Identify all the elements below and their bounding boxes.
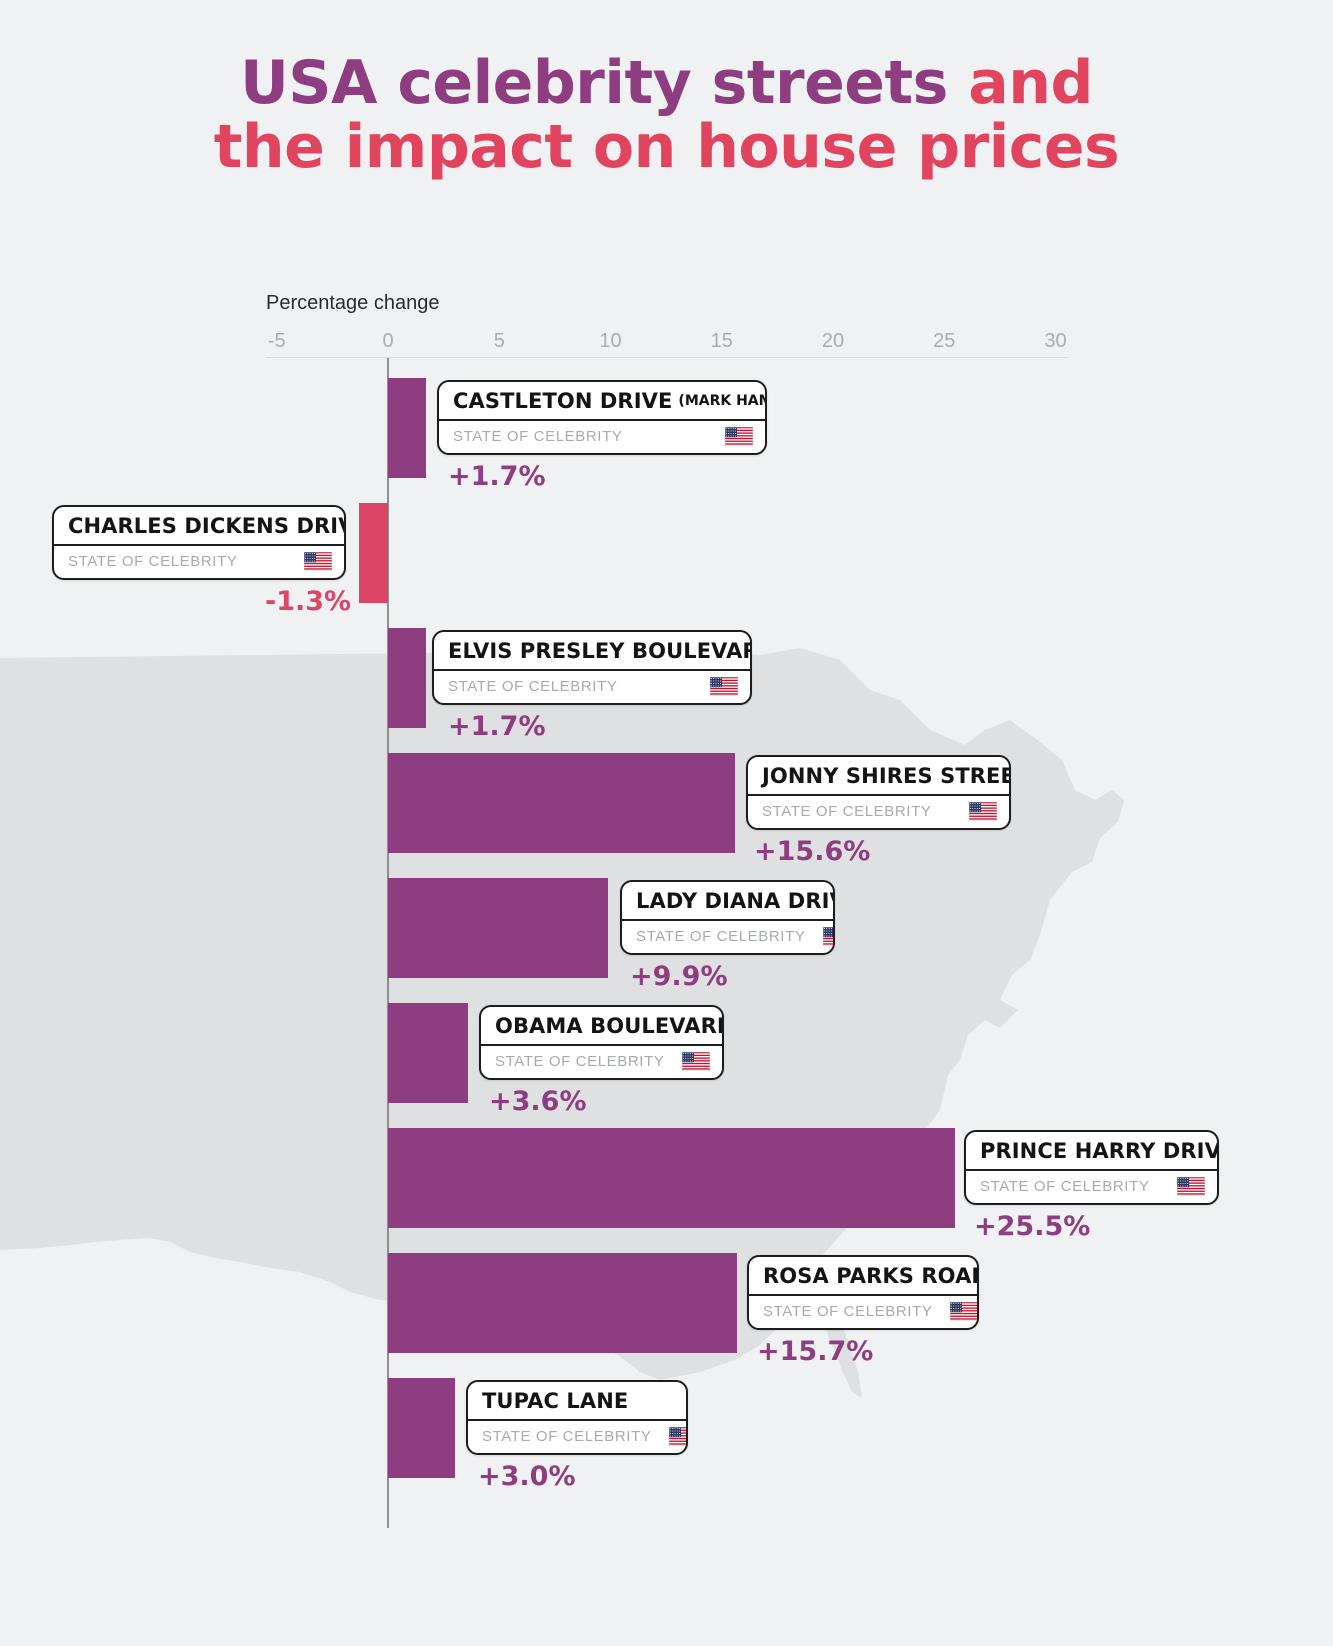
page-title: USA celebrity streets and the impact on …	[0, 51, 1333, 182]
street-name-label: CHARLES DICKENS DRIVE	[68, 514, 346, 538]
axis-tick-20: 20	[821, 330, 845, 352]
bar-obama-boulevard[interactable]	[388, 1003, 469, 1103]
axis-tick-25: 25	[933, 330, 956, 352]
card-footer: STATE OF CELEBRITY	[966, 1171, 1217, 1203]
bar-prince-harry-drive[interactable]	[388, 1128, 956, 1228]
street-sign-card[interactable]: LADY DIANA DRIVE STATE OF CELEBRITY	[620, 880, 835, 955]
card-header: CASTLETON DRIVE (MARK HAMILL)	[439, 382, 765, 421]
state-of-celebrity-label: STATE OF CELEBRITY	[980, 1178, 1150, 1195]
bar-lady-diana-drive[interactable]	[388, 878, 609, 978]
usa-flag-icon	[682, 1052, 711, 1071]
usa-flag-icon	[1177, 1177, 1205, 1196]
card-header: OBAMA BOULEVARD	[481, 1007, 722, 1046]
value-label: +3.0%	[478, 1461, 576, 1492]
celebrity-name-label: (MARK HAMILL)	[678, 393, 765, 409]
card-header: ELVIS PRESLEY BOULEVARD	[434, 632, 750, 671]
axis-title: Percentage change	[266, 292, 440, 314]
value-label: +25.5%	[974, 1211, 1091, 1242]
usa-flag-icon	[823, 927, 833, 946]
street-sign-card[interactable]: ROSA PARKS ROAD STATE OF CELEBRITY	[747, 1255, 979, 1330]
street-sign-card[interactable]: CHARLES DICKENS DRIVE STATE OF CELEBRITY	[52, 505, 346, 580]
street-name-label: CASTLETON DRIVE	[453, 389, 673, 413]
usa-flag-icon	[969, 802, 997, 821]
title-segment-and: and	[968, 48, 1093, 118]
street-name-label: OBAMA BOULEVARD	[495, 1014, 724, 1038]
axis-tick-neg5: -5	[267, 330, 286, 352]
value-label: +15.7%	[757, 1336, 874, 1367]
card-header: JONNY SHIRES STREET	[748, 757, 1009, 796]
state-of-celebrity-label: STATE OF CELEBRITY	[636, 928, 806, 945]
title-line-2: the impact on house prices	[213, 111, 1120, 182]
card-footer: STATE OF CELEBRITY	[54, 546, 344, 578]
usa-flag-icon	[950, 1302, 977, 1321]
street-name-label: ROSA PARKS ROAD	[763, 1264, 979, 1288]
state-of-celebrity-label: STATE OF CELEBRITY	[495, 1053, 665, 1070]
bar-elvis-presley-boulevard[interactable]	[388, 628, 426, 728]
axis-tick-5: 5	[493, 330, 505, 352]
state-of-celebrity-label: STATE OF CELEBRITY	[68, 553, 238, 570]
usa-flag-icon	[710, 677, 738, 696]
bar-rosa-parks-road[interactable]	[388, 1253, 738, 1353]
card-header: LADY DIANA DRIVE	[622, 882, 833, 921]
street-name-label: LADY DIANA DRIVE	[636, 889, 833, 913]
value-label: -1.3%	[265, 586, 352, 617]
bar-tupac-lane[interactable]	[388, 1378, 455, 1478]
street-sign-card[interactable]: OBAMA BOULEVARD STATE OF CELEBRITY	[479, 1005, 724, 1080]
card-header: ROSA PARKS ROAD	[749, 1257, 977, 1296]
axis-tick-10: 10	[599, 330, 622, 352]
value-label: +9.9%	[630, 961, 728, 992]
street-name-label: TUPAC LANE	[482, 1389, 629, 1413]
bar-jonny-shires-street[interactable]	[388, 753, 736, 853]
value-label: +15.6%	[754, 836, 871, 867]
card-header: PRINCE HARRY DRIVE	[966, 1132, 1217, 1171]
usa-flag-icon	[669, 1427, 686, 1446]
street-sign-card[interactable]: JONNY SHIRES STREET STATE OF CELEBRITY	[746, 755, 1011, 830]
axis-top-rule	[266, 357, 1068, 358]
value-label: +1.7%	[448, 461, 546, 492]
card-footer: STATE OF CELEBRITY	[748, 796, 1009, 828]
state-of-celebrity-label: STATE OF CELEBRITY	[453, 428, 623, 445]
card-footer: STATE OF CELEBRITY	[434, 671, 750, 703]
axis-tick-30: 30	[1044, 330, 1067, 352]
street-sign-card[interactable]: TUPAC LANE STATE OF CELEBRITY	[466, 1380, 688, 1455]
street-name-label: ELVIS PRESLEY BOULEVARD	[448, 639, 752, 663]
street-name-label: PRINCE HARRY DRIVE	[980, 1139, 1219, 1163]
usa-flag-icon	[725, 427, 753, 446]
bar-charles-dickens-drive[interactable]	[359, 503, 388, 603]
title-line-1: USA celebrity streets and	[0, 51, 1333, 116]
card-header: CHARLES DICKENS DRIVE	[54, 507, 344, 546]
state-of-celebrity-label: STATE OF CELEBRITY	[762, 803, 932, 820]
street-sign-card[interactable]: CASTLETON DRIVE (MARK HAMILL) STATE OF CEL…	[437, 380, 767, 455]
bar-castleton-drive[interactable]	[388, 378, 426, 478]
street-sign-card[interactable]: ELVIS PRESLEY BOULEVARD STATE OF CELEBRIT…	[432, 630, 752, 705]
value-label: +1.7%	[448, 711, 546, 742]
axis-tick-0: 0	[382, 330, 394, 352]
usa-flag-icon	[304, 552, 332, 571]
card-header: TUPAC LANE	[468, 1382, 686, 1421]
title-segment-purple: USA celebrity streets	[240, 48, 969, 118]
street-name-label: JONNY SHIRES STREET	[762, 764, 1011, 788]
card-footer: STATE OF CELEBRITY	[749, 1296, 977, 1328]
state-of-celebrity-label: STATE OF CELEBRITY	[763, 1303, 933, 1320]
card-footer: STATE OF CELEBRITY	[468, 1421, 686, 1453]
state-of-celebrity-label: STATE OF CELEBRITY	[448, 678, 618, 695]
state-of-celebrity-label: STATE OF CELEBRITY	[482, 1428, 652, 1445]
card-footer: STATE OF CELEBRITY	[481, 1046, 722, 1078]
street-sign-card[interactable]: PRINCE HARRY DRIVE STATE OF CELEBRITY	[964, 1130, 1219, 1205]
card-footer: STATE OF CELEBRITY	[622, 921, 833, 953]
axis-tick-15: 15	[710, 330, 733, 352]
value-label: +3.6%	[489, 1086, 587, 1117]
card-footer: STATE OF CELEBRITY	[439, 421, 765, 453]
